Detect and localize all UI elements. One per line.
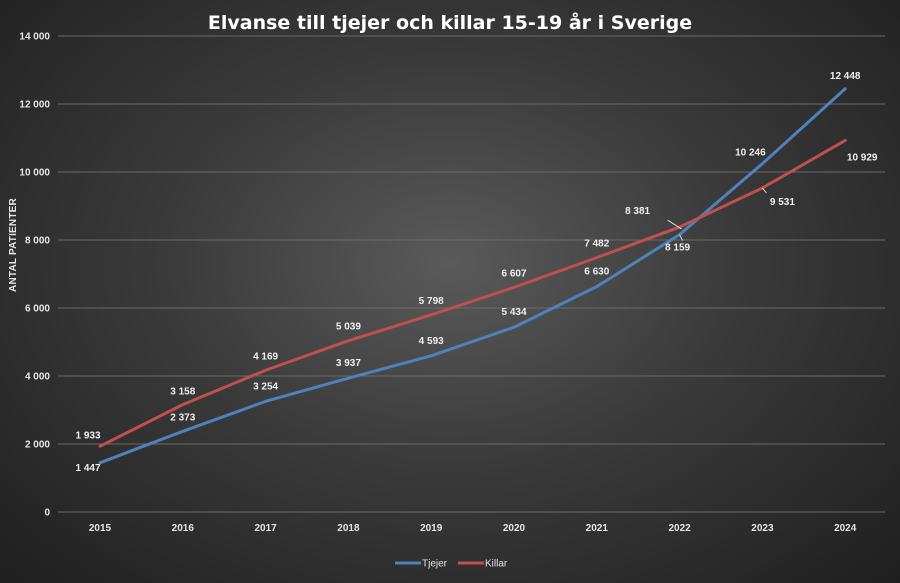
data-label-tjejer: 2 373: [170, 412, 195, 423]
x-tick-label: 2023: [751, 523, 774, 534]
legend: Tjejer Killar: [395, 559, 508, 570]
label-leader-line: [762, 187, 767, 194]
x-tick-label: 2024: [834, 523, 857, 534]
x-tick-label: 2020: [503, 523, 526, 534]
data-label-tjejer: 3 937: [336, 358, 361, 369]
data-label-tjejer: 1 447: [75, 463, 100, 474]
y-axis-ticks: 0 2 000 4 000 6 000 8 000 10 000 12 000 14 000: [19, 32, 50, 519]
data-label-killar: 3 158: [170, 387, 195, 398]
y-tick-label: 0: [44, 508, 50, 519]
x-tick-label: 2022: [668, 523, 691, 534]
y-axis-label: ANTAL PATIENTER: [8, 197, 19, 292]
data-label-tjejer: 10 246: [735, 148, 766, 159]
gridlines: [58, 35, 885, 513]
data-label-killar: 9 531: [770, 197, 795, 208]
data-label-killar: 4 169: [253, 351, 278, 362]
legend-label-tjejer: Tjejer: [422, 559, 448, 570]
data-label-killar: 5 039: [336, 322, 361, 333]
y-tick-label: 2 000: [25, 440, 50, 451]
y-tick-label: 4 000: [25, 372, 50, 383]
x-tick-label: 2019: [420, 523, 443, 534]
data-label-tjejer: 4 593: [419, 336, 444, 347]
x-axis-ticks: 2015 2016 2017 2018 2019 2020 2021 2022 2023 2024: [89, 523, 857, 534]
y-tick-label: 6 000: [25, 304, 50, 315]
data-label-tjejer: 5 434: [501, 307, 526, 318]
series-lines: [98, 87, 847, 465]
x-tick-label: 2016: [172, 523, 195, 534]
data-label-killar: 10 929: [847, 152, 878, 163]
x-tick-label: 2017: [254, 523, 277, 534]
data-label-tjejer: 12 448: [830, 71, 861, 82]
x-tick-label: 2021: [586, 523, 609, 534]
legend-label-killar: Killar: [485, 559, 508, 570]
data-labels: 1 447 2 373 3 254 3 937 4 593 5 434 6 630 8 159…: [75, 71, 877, 474]
x-tick-label: 2018: [337, 523, 360, 534]
data-label-killar: 7 482: [584, 239, 609, 250]
data-label-tjejer: 3 254: [253, 381, 278, 392]
data-label-tjejer: 6 630: [584, 267, 609, 278]
label-leader-line: [679, 234, 684, 241]
x-tick-label: 2015: [89, 523, 112, 534]
y-tick-label: 10 000: [19, 168, 50, 179]
y-tick-label: 14 000: [19, 32, 50, 43]
y-tick-label: 12 000: [19, 100, 50, 111]
y-tick-label: 8 000: [25, 236, 50, 247]
data-label-killar: 5 798: [419, 296, 444, 307]
data-label-tjejer: 8 159: [665, 243, 690, 254]
data-label-killar: 6 607: [501, 268, 526, 279]
series-line-killar: [98, 138, 847, 448]
series-line-tjejer: [98, 87, 847, 465]
chart-title: Elvanse till tjejer och killar 15-19 år …: [208, 10, 692, 34]
label-leader-line: [667, 219, 682, 230]
data-label-killar: 1 933: [75, 430, 100, 441]
data-label-killar: 8 381: [625, 206, 650, 217]
